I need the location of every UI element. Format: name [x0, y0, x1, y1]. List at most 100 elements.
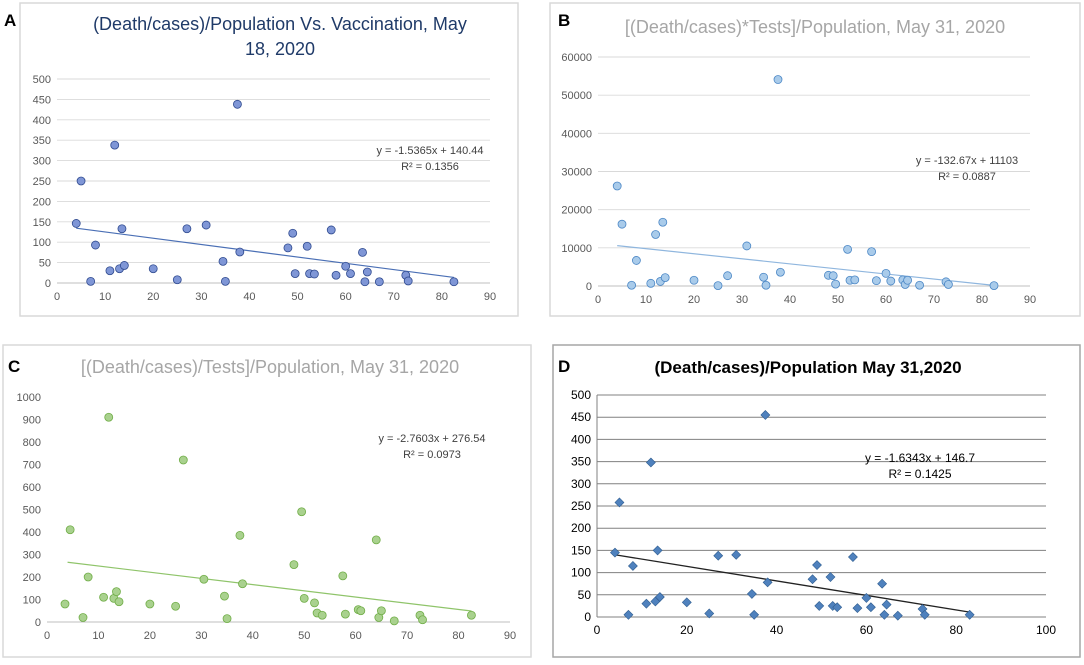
data-point: [222, 614, 232, 624]
x-tick-label: 80: [976, 294, 988, 306]
data-point: [762, 577, 773, 588]
x-tick-label: 60: [880, 294, 892, 306]
y-tick-label: 450: [571, 410, 591, 424]
panel-label: B: [558, 11, 570, 30]
data-point: [746, 588, 757, 599]
data-point: [110, 140, 120, 150]
data-point: [71, 219, 81, 228]
chart-panel-c: C [(Death/cases)/Tests]/Population, May …: [2, 344, 532, 658]
data-point: [861, 592, 872, 603]
data-point: [220, 276, 230, 286]
chart-title-line: [(Death/cases)/Tests]/Population, May 31…: [81, 357, 459, 377]
y-tick-label: 500: [571, 388, 591, 402]
data-point: [828, 271, 838, 281]
x-tick-label: 90: [504, 630, 516, 642]
data-point: [309, 269, 319, 279]
data-point: [627, 280, 636, 290]
data-point: [881, 269, 891, 278]
data-point: [199, 574, 209, 584]
y-tick-label: 0: [35, 617, 41, 629]
data-point: [233, 99, 242, 109]
y-tick-label: 450: [33, 94, 51, 106]
data-point: [119, 261, 129, 270]
y-tick-label: 100: [571, 566, 591, 580]
data-point: [376, 606, 386, 616]
trendline: [76, 227, 454, 279]
panel-label: D: [558, 357, 570, 376]
data-point: [742, 241, 752, 251]
data-point: [759, 272, 768, 282]
data-point: [731, 549, 742, 560]
data-point: [389, 616, 399, 626]
data-point: [886, 276, 896, 286]
x-tick-label: 60: [860, 623, 874, 637]
y-tick-label: 800: [23, 437, 41, 449]
data-point: [288, 228, 298, 238]
y-tick-label: 20000: [561, 205, 592, 217]
y-tick-label: 10000: [561, 243, 592, 255]
data-point: [867, 247, 876, 257]
data-point: [865, 602, 876, 613]
y-tick-label: 500: [23, 505, 41, 517]
x-tick-label: 40: [770, 623, 784, 637]
data-point: [879, 609, 890, 620]
data-point: [449, 277, 459, 287]
data-point: [832, 602, 843, 613]
data-point: [704, 608, 715, 619]
data-point: [172, 275, 182, 285]
data-point: [117, 224, 127, 234]
data-point: [145, 599, 155, 609]
data-point: [850, 275, 860, 285]
data-point: [632, 256, 641, 265]
y-tick-label: 400: [33, 115, 51, 127]
data-point: [148, 264, 158, 274]
data-point: [289, 560, 299, 570]
plot-area: 0 50 100 150 200 250 300 350 400 450 500 0 20 40 60 80 1…: [571, 388, 1056, 637]
y-tick-label: 150: [33, 217, 51, 229]
data-point: [812, 560, 822, 570]
data-point: [612, 181, 622, 191]
data-point: [346, 269, 355, 279]
data-point: [105, 266, 115, 276]
chart-title-line: 18, 2020: [245, 39, 315, 59]
data-point: [371, 535, 381, 545]
y-tick-label: 300: [23, 550, 41, 562]
r-squared-label: R² = 0.1425: [888, 467, 951, 481]
y-tick-label: 600: [23, 482, 41, 494]
y-tick-label: 300: [33, 156, 51, 168]
plot-area: 0 50 100 150 200 250 300 350 400 450 500 0 10 20 30 40 5…: [33, 74, 496, 303]
data-point: [723, 271, 732, 281]
data-point: [831, 279, 840, 289]
trendline: [67, 561, 472, 612]
data-point: [627, 561, 638, 571]
data-point: [919, 609, 930, 620]
chart-frame: [19, 2, 519, 317]
chart-panel-a: A (Death/cases)/Population Vs. Vaccinati…: [4, 2, 519, 317]
data-point: [807, 574, 818, 585]
data-point: [178, 455, 188, 465]
data-point: [814, 600, 825, 611]
y-tick-label: 350: [33, 135, 51, 147]
chart-frame: [552, 344, 1081, 658]
data-point: [964, 609, 975, 620]
panel-label: A: [4, 11, 16, 30]
data-point: [360, 277, 370, 287]
y-tick-label: 350: [571, 455, 591, 469]
y-tick-label: 250: [571, 499, 591, 513]
data-point: [310, 598, 319, 608]
data-point: [104, 412, 114, 422]
data-point: [915, 280, 924, 290]
x-tick-label: 50: [832, 294, 844, 306]
data-point: [760, 410, 771, 420]
trendline-equation: y = -132.67x + 11103: [916, 155, 1018, 167]
data-point: [356, 606, 366, 616]
data-point: [235, 530, 245, 540]
data-point: [340, 609, 350, 619]
data-point: [651, 230, 660, 239]
data-point: [903, 275, 912, 285]
chart-panel-d: D (Death/cases)/Population May 31,2020 0…: [552, 344, 1081, 658]
x-tick-label: 90: [1024, 294, 1036, 306]
y-tick-label: 400: [23, 527, 41, 539]
data-point: [654, 592, 665, 602]
y-tick-label: 0: [45, 278, 51, 290]
